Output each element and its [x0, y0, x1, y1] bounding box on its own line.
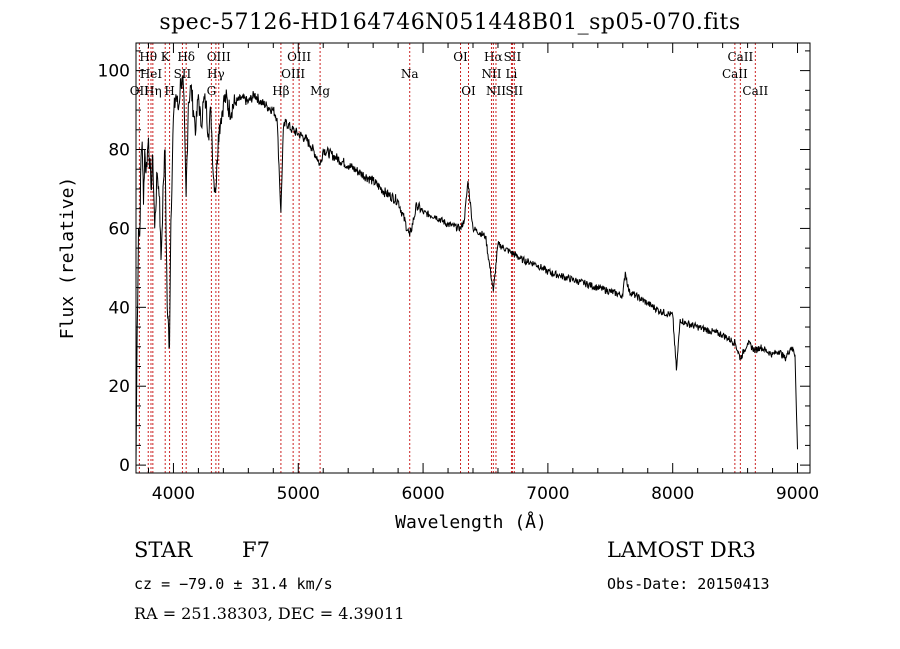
- marker-label: Hθ: [139, 50, 157, 64]
- y-tick-label: 60: [108, 219, 130, 239]
- marker-label: Hγ: [207, 67, 225, 81]
- x-tick-label: 6000: [401, 484, 444, 504]
- plot-frame: [135, 42, 811, 474]
- marker-label: SII: [504, 50, 522, 64]
- marker-label: OIII: [207, 50, 231, 64]
- marker-label: G: [207, 84, 217, 98]
- marker-label: OI: [461, 84, 476, 98]
- y-axis-label: Flux (relative): [57, 177, 78, 340]
- marker-label: Li: [506, 67, 518, 81]
- y-tick-label: 40: [108, 298, 130, 318]
- marker-label: Hα: [484, 50, 503, 64]
- object-subclass: F7: [242, 538, 270, 562]
- marker-label: OII: [130, 84, 150, 98]
- marker-label: OIII: [287, 50, 311, 64]
- marker-label: Hη: [144, 84, 162, 98]
- axis-ticks: 4000 5000 6000 7000 8000 9000 0 20 40 60 80 100: [98, 43, 819, 504]
- marker-label: K: [161, 50, 171, 64]
- y-tick-label: 20: [108, 377, 130, 397]
- x-tick-label: 4000: [152, 484, 195, 504]
- marker-label: Mg: [310, 84, 330, 98]
- marker-label: HeI: [140, 67, 163, 81]
- redshift-cz: cz = −79.0 ± 31.4 km/s: [134, 575, 333, 593]
- x-axis-label: Wavelength (Å): [395, 511, 547, 533]
- marker-label: CaII: [727, 50, 753, 64]
- x-tick-label: 7000: [526, 484, 569, 504]
- chart-title: spec-57126-HD164746N051448B01_sp05-070.f…: [159, 10, 741, 35]
- x-tick-label: 5000: [277, 484, 320, 504]
- marker-label: SII: [505, 84, 523, 98]
- marker-label: SII: [174, 67, 192, 81]
- marker-label: Hβ: [272, 84, 289, 98]
- marker-label: Hδ: [177, 50, 195, 64]
- coordinates: RA = 251.38303, DEC = 4.39011: [134, 604, 405, 623]
- marker-label: CaII: [742, 84, 768, 98]
- marker-label: NII: [486, 84, 506, 98]
- marker-label: OIII: [281, 67, 305, 81]
- observation-date: Obs-Date: 20150413: [607, 575, 770, 593]
- marker-label: Na: [401, 67, 419, 81]
- x-tick-label: 9000: [776, 484, 819, 504]
- marker-label: CaII: [722, 67, 748, 81]
- y-tick-label: 80: [108, 141, 130, 161]
- marker-label: NII: [481, 67, 501, 81]
- y-tick-label: 0: [119, 456, 130, 476]
- marker-label: H: [164, 84, 174, 98]
- survey-name: LAMOST DR3: [607, 538, 756, 562]
- marker-label: OI: [453, 50, 468, 64]
- spectrum-line: [135, 74, 798, 466]
- x-tick-label: 8000: [651, 484, 694, 504]
- object-class: STAR: [134, 538, 193, 562]
- y-tick-label: 100: [98, 62, 130, 82]
